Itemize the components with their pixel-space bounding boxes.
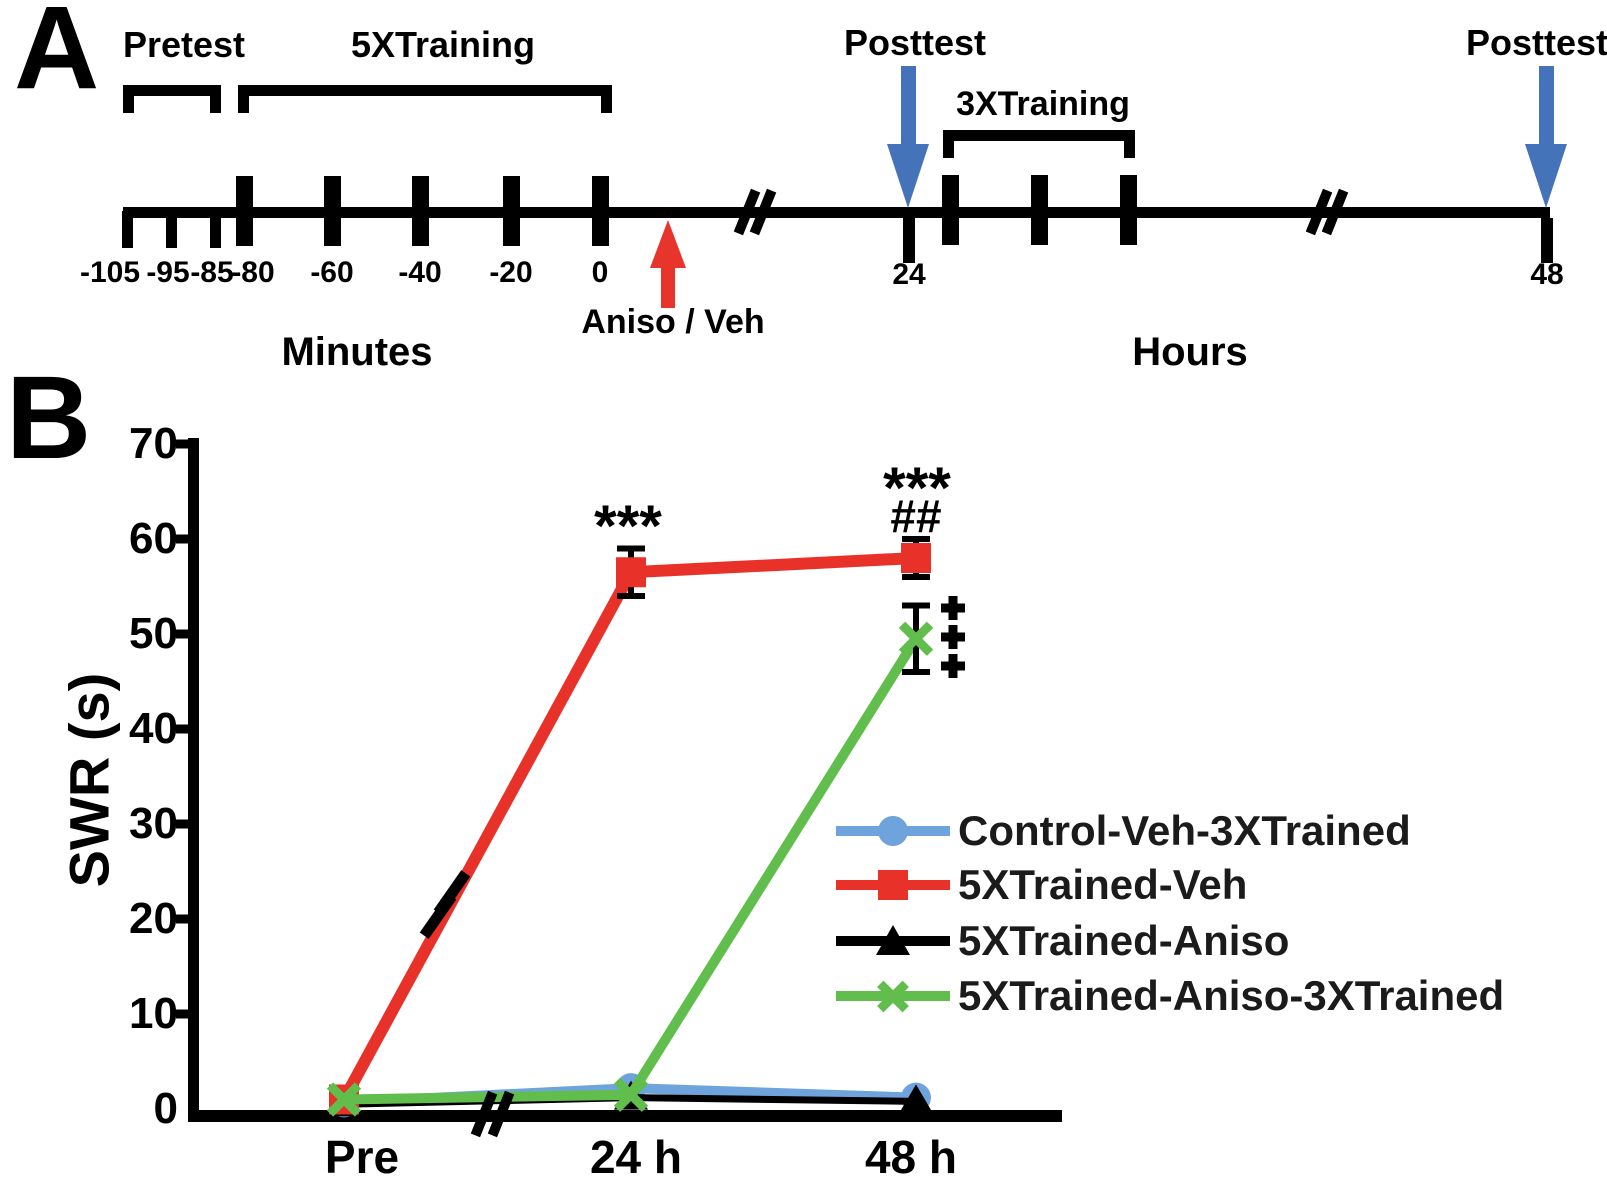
- data-point-square: [616, 557, 646, 588]
- data-point-square: [901, 543, 931, 573]
- error-bar-cap: [902, 669, 930, 675]
- timeline-hour-tick: [903, 218, 915, 263]
- series-line-5xtrained-aniso-3xtrained: [343, 636, 921, 1105]
- timeline-axis: [123, 207, 1550, 218]
- plus-annotation-icon: [948, 654, 958, 678]
- x-tick-label: Pre: [324, 1131, 400, 1183]
- x-axis-break-icon: [487, 1090, 515, 1138]
- series-line-5xtrained-veh: [338, 552, 917, 1103]
- timeline-trial-tick: [502, 176, 520, 246]
- y-axis-tick: [176, 914, 191, 924]
- x-axis: [188, 1110, 1062, 1122]
- plus-annotation-icon: [948, 625, 958, 649]
- aniso-veh-label: Aniso / Veh: [581, 303, 765, 341]
- panel-b-letter: B: [6, 352, 91, 484]
- aniso-arrow-icon: [650, 220, 686, 268]
- timeline-minute-tick-label: -80: [231, 256, 275, 289]
- timeline-minute-tick-label: -95: [146, 256, 190, 289]
- timeline-minor-tick: [165, 211, 177, 248]
- significance-annotation: ##: [890, 490, 941, 542]
- timeline-trial-tick: [1119, 175, 1137, 245]
- plus-annotation-icon: [948, 596, 958, 620]
- timeline-trial-tick: [941, 175, 959, 245]
- error-bar-cap: [902, 574, 930, 580]
- timeline-trial-tick: [1030, 175, 1048, 245]
- y-axis-tick: [176, 629, 191, 639]
- panel-a-letter: A: [14, 0, 99, 114]
- posttest-48-arrow-icon: [1525, 144, 1567, 208]
- posttest-48-arrow-shaft: [1539, 66, 1554, 146]
- x-axis-break-icon: [470, 1090, 498, 1138]
- y-axis-tick: [176, 819, 191, 829]
- x-tick-label: 48 h: [864, 1131, 958, 1183]
- legend-swatch-x: [836, 974, 950, 1018]
- timeline-hour-tick: [1541, 218, 1553, 263]
- posttest-48-label: Posttest: [1465, 22, 1607, 63]
- pretest-bracket: [123, 85, 221, 113]
- error-bar-cap: [902, 536, 930, 542]
- timeline-trial-tick: [323, 176, 341, 246]
- y-tick-label: 40: [129, 704, 178, 753]
- error-bar-cap: [617, 593, 645, 599]
- legend-marker-square: [878, 870, 908, 900]
- timeline-minute-tick-label: -20: [489, 256, 533, 289]
- legend-marker-triangle: [876, 925, 910, 955]
- timeline-trial-tick: [411, 176, 429, 246]
- data-point-x: [326, 1082, 362, 1117]
- timeline-trial-tick: [235, 176, 253, 246]
- y-axis-tick: [176, 724, 191, 734]
- legend-swatch-circle: [836, 809, 950, 853]
- hours-axis-label: Hours: [1132, 330, 1248, 374]
- minutes-axis-label: Minutes: [281, 330, 433, 374]
- y-tick-label: 10: [129, 989, 178, 1038]
- y-axis-tick: [176, 534, 191, 544]
- legend-label: 5XTrained-Aniso-3XTrained: [958, 972, 1505, 1019]
- training-5x-bracket: [238, 85, 612, 113]
- timeline-minute-tick-label: -105: [79, 256, 141, 289]
- timeline-minute-tick-label: -60: [310, 256, 354, 289]
- timeline-minute-tick-label: -85: [190, 256, 234, 289]
- x-tick-label: 24 h: [589, 1131, 683, 1183]
- timeline-minute-tick-label: -40: [398, 256, 442, 289]
- pretest-label: Pretest: [122, 24, 246, 65]
- legend-swatch-square: [836, 863, 950, 907]
- error-bar-cap: [902, 602, 930, 609]
- series-line-break-icon: [419, 893, 457, 939]
- data-point-triangle: [899, 1084, 933, 1114]
- timeline-trial-tick: [591, 176, 609, 246]
- legend-marker-circle: [878, 816, 908, 846]
- posttest-24-label: Posttest: [843, 22, 987, 63]
- training-5x-label: 5XTraining: [350, 24, 536, 65]
- posttest-24-arrow-icon: [887, 144, 929, 208]
- legend-label: 5XTrained-Aniso: [958, 917, 1290, 964]
- y-tick-label: 0: [153, 1084, 178, 1133]
- timeline-minor-tick: [121, 211, 133, 248]
- data-point-x: [898, 621, 934, 656]
- y-tick-label: 60: [129, 514, 178, 563]
- data-point-x: [613, 1077, 649, 1112]
- y-tick-label: 30: [129, 799, 178, 848]
- posttest-24-arrow-shaft: [901, 66, 916, 146]
- y-axis: [188, 438, 199, 1122]
- legend-label: Control-Veh-3XTrained: [958, 807, 1411, 854]
- y-tick-label: 50: [129, 609, 178, 658]
- y-axis-tick: [176, 439, 191, 449]
- timeline-minute-tick-label: 0: [591, 256, 609, 289]
- y-axis-tick: [176, 1009, 191, 1019]
- training-3x-label: 3XTraining: [956, 85, 1130, 123]
- error-bar-cap: [617, 545, 645, 552]
- timeline-minor-tick: [209, 211, 221, 248]
- y-tick-label: 20: [129, 894, 178, 943]
- significance-annotation: ***: [883, 456, 951, 521]
- legend-swatch-triangle: [836, 919, 950, 963]
- aniso-arrow-shaft: [661, 264, 675, 308]
- legend-label: 5XTrained-Veh: [958, 861, 1248, 908]
- timeline-hour-tick-label: 48: [1530, 258, 1564, 291]
- training-3x-bracket: [943, 130, 1135, 158]
- y-tick-label: 70: [129, 419, 178, 468]
- timeline-hour-tick-label: 24: [892, 258, 926, 291]
- significance-annotation: ***: [594, 494, 662, 559]
